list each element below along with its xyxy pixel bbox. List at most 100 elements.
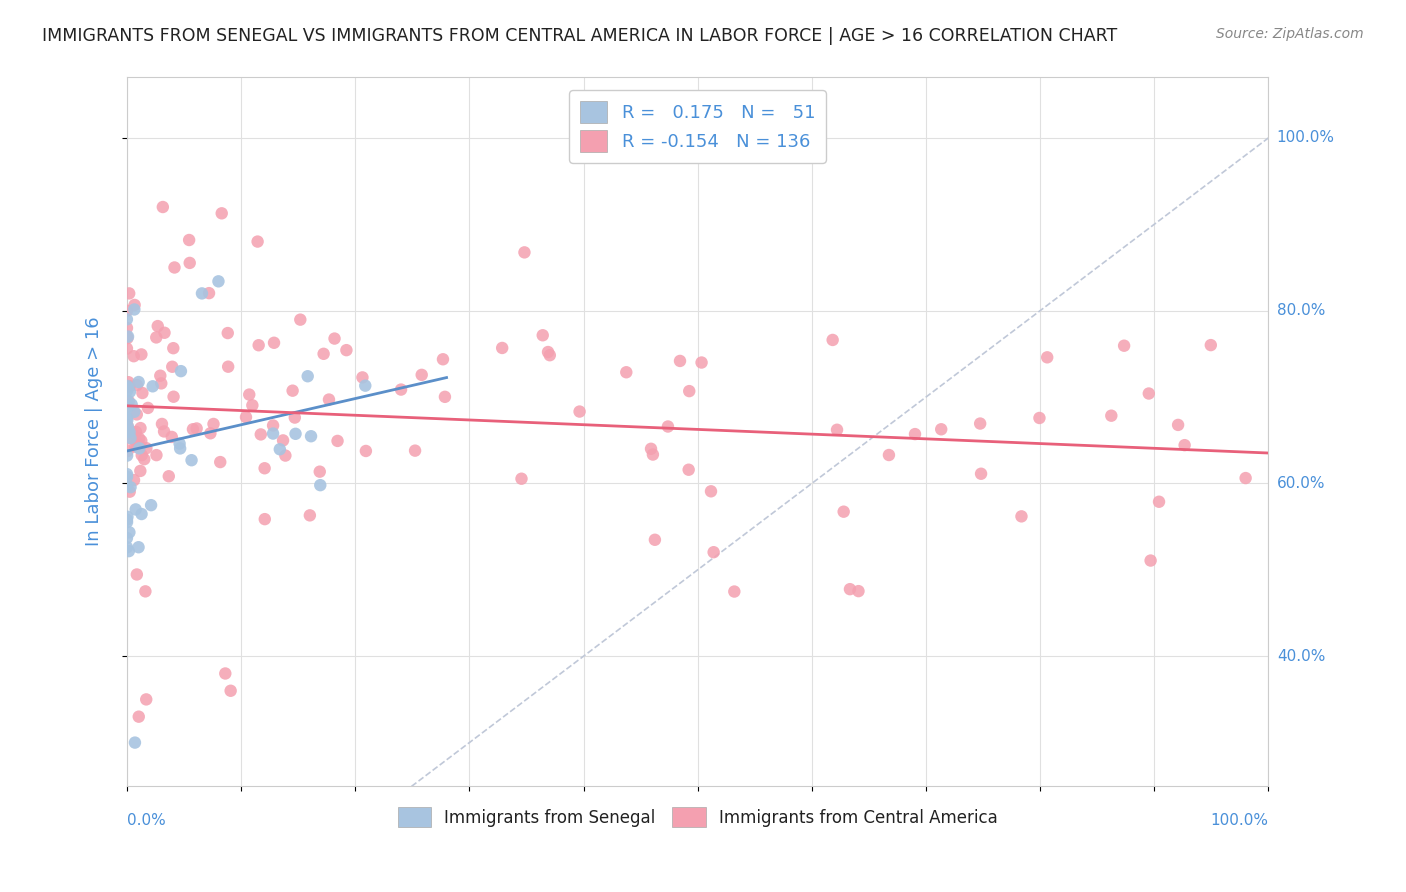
Point <box>323 332 346 346</box>
Text: 100.0%: 100.0% <box>1277 130 1334 145</box>
Point <box>115 342 138 356</box>
Point <box>703 545 725 559</box>
Point <box>1099 409 1122 423</box>
Point <box>202 417 225 431</box>
Point <box>142 379 165 393</box>
Point <box>404 443 426 458</box>
Point <box>152 200 174 214</box>
Point <box>246 235 269 249</box>
Point <box>117 413 139 427</box>
Point <box>131 386 153 401</box>
Point <box>145 448 167 462</box>
Point <box>157 469 180 483</box>
Text: 60.0%: 60.0% <box>1277 476 1326 491</box>
Point <box>1028 411 1050 425</box>
Point <box>491 341 513 355</box>
Point <box>821 333 844 347</box>
Point <box>134 452 156 467</box>
Point <box>217 326 239 340</box>
Point <box>117 401 139 415</box>
Point <box>411 368 433 382</box>
Point <box>118 394 141 409</box>
Point <box>115 384 138 398</box>
Point <box>162 359 184 374</box>
Point <box>125 436 148 450</box>
Point <box>118 525 141 540</box>
Point <box>124 405 146 419</box>
Point <box>146 319 169 334</box>
Point <box>153 326 176 340</box>
Point <box>162 390 184 404</box>
Point <box>115 424 138 438</box>
Point <box>219 683 242 698</box>
Point <box>678 384 700 398</box>
Point <box>162 341 184 355</box>
Point <box>117 509 139 524</box>
Point <box>163 260 186 275</box>
Legend: Immigrants from Senegal, Immigrants from Central America: Immigrants from Senegal, Immigrants from… <box>391 800 1004 834</box>
Point <box>253 512 276 526</box>
Point <box>115 410 138 425</box>
Point <box>128 432 150 446</box>
Point <box>308 465 330 479</box>
Point <box>825 423 848 437</box>
Point <box>1137 386 1160 401</box>
Point <box>354 444 377 458</box>
Point <box>537 345 560 359</box>
Point <box>150 376 173 391</box>
Point <box>115 432 138 446</box>
Point <box>281 384 304 398</box>
Point <box>284 410 307 425</box>
Point <box>929 422 952 436</box>
Point <box>118 484 141 499</box>
Point <box>235 410 257 425</box>
Point <box>124 440 146 454</box>
Point <box>318 392 340 407</box>
Point <box>125 425 148 439</box>
Point <box>510 472 533 486</box>
Point <box>149 368 172 383</box>
Point <box>124 502 146 516</box>
Point <box>131 347 153 361</box>
Point <box>135 692 157 706</box>
Point <box>115 479 138 493</box>
Point <box>118 384 141 399</box>
Point <box>1147 494 1170 508</box>
Point <box>125 378 148 392</box>
Point <box>352 370 374 384</box>
Point <box>969 417 991 431</box>
Point <box>115 329 138 343</box>
Point <box>131 507 153 521</box>
Point <box>848 584 870 599</box>
Point <box>723 584 745 599</box>
Point <box>169 436 191 450</box>
Point <box>124 298 146 312</box>
Point <box>568 404 591 418</box>
Point <box>262 418 284 433</box>
Point <box>238 387 260 401</box>
Point <box>262 426 284 441</box>
Point <box>644 533 666 547</box>
Text: Source: ZipAtlas.com: Source: ZipAtlas.com <box>1216 27 1364 41</box>
Point <box>115 303 138 318</box>
Point <box>335 343 357 358</box>
Point <box>186 421 208 435</box>
Point <box>118 286 141 301</box>
Point <box>263 335 285 350</box>
Point <box>669 354 692 368</box>
Point <box>641 448 664 462</box>
Point <box>284 426 307 441</box>
Point <box>640 442 662 456</box>
Point <box>274 449 297 463</box>
Point <box>700 484 723 499</box>
Point <box>115 467 138 482</box>
Point <box>877 448 900 462</box>
Point <box>179 256 201 270</box>
Point <box>1114 339 1136 353</box>
Point <box>160 430 183 444</box>
Point <box>298 508 321 523</box>
Point <box>271 434 294 448</box>
Point <box>309 478 332 492</box>
Point <box>531 328 554 343</box>
Point <box>115 449 138 463</box>
